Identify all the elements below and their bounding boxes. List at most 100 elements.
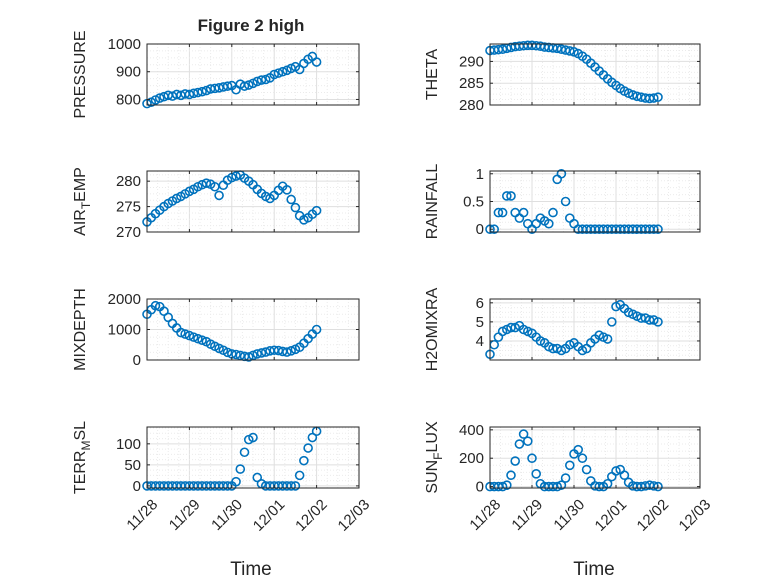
data-point (653, 481, 663, 492)
axes-box (489, 43, 701, 106)
data-point (518, 429, 529, 439)
data-point (506, 191, 516, 201)
data-point (493, 207, 504, 218)
axes-pressure: 800 900 1000 PRESSURE (72, 30, 360, 119)
figure-title: Figure 2 high (198, 16, 305, 35)
y-tick-label: 0 (476, 479, 484, 496)
y-axis-label: THETA (424, 49, 441, 101)
y-tick-label: 1000 (108, 36, 141, 53)
data-point (577, 453, 588, 464)
data-point (243, 352, 254, 362)
data-point (256, 348, 267, 358)
axes-air_temp: 270 275 280 AIRTEMP (72, 167, 360, 241)
data-point (193, 333, 203, 344)
data-point (518, 207, 529, 218)
data-point (506, 470, 516, 481)
data-point (564, 460, 575, 471)
data-point (150, 300, 161, 311)
data-point (239, 81, 250, 91)
data-point (606, 317, 617, 327)
axes-box (489, 426, 701, 489)
axes-box (489, 298, 701, 361)
data-point (299, 455, 309, 466)
data-point (222, 347, 233, 358)
y-tick-label: 290 (459, 53, 484, 70)
y-tick-label: 400 (459, 422, 484, 439)
axes-theta: 280 285 290 THETA (424, 40, 701, 114)
y-tick-label: 0 (133, 352, 141, 369)
data-point (627, 90, 638, 100)
data-point (231, 171, 241, 181)
data-point (188, 332, 199, 342)
y-axis-label: MIXDEPTH (72, 288, 89, 371)
y-tick-label: 200 (459, 450, 484, 467)
data-point (311, 57, 322, 67)
data-point (260, 74, 271, 85)
data-point (243, 80, 254, 90)
y-tick-label: 0.5 (463, 194, 484, 211)
data-point (573, 444, 584, 455)
data-point (197, 335, 207, 345)
data-point (252, 349, 263, 359)
y-tick-label: 280 (116, 173, 141, 190)
x-axis-label-left: Time (230, 559, 272, 580)
y-tick-label: 1000 (108, 322, 141, 339)
y-tick-label: 100 (116, 436, 141, 453)
data-point (193, 87, 203, 98)
data-point (201, 178, 212, 188)
y-tick-label: 900 (116, 64, 141, 81)
data-point (611, 466, 621, 476)
y-tick-label: 270 (116, 224, 141, 241)
data-point (594, 481, 605, 492)
data-point (497, 207, 508, 218)
data-point (273, 68, 284, 78)
data-point (303, 443, 313, 453)
data-point (184, 330, 195, 341)
x-axis-label-right: Time (573, 559, 615, 580)
data-point (256, 75, 267, 85)
data-point (239, 447, 250, 458)
data-point (648, 93, 659, 103)
data-point (269, 69, 280, 80)
y-tick-label: 50 (124, 457, 141, 474)
data-point (176, 327, 186, 338)
data-point (510, 456, 521, 466)
data-point (501, 191, 512, 201)
y-tick-label: 0 (476, 221, 484, 238)
data-point (556, 480, 567, 490)
data-point (581, 464, 592, 475)
axes-mixdepth: 0 1000 2000 MIXDEPTH (72, 288, 360, 371)
data-point (560, 473, 571, 483)
data-point (286, 194, 296, 205)
data-point (531, 469, 542, 479)
data-point (307, 432, 318, 443)
axes-box (146, 43, 360, 106)
data-point (231, 349, 241, 360)
data-point (653, 317, 663, 327)
y-tick-label: 0 (133, 478, 141, 495)
data-point (548, 207, 558, 218)
data-point (527, 453, 537, 464)
data-point (286, 346, 296, 356)
data-point (552, 481, 563, 492)
data-point (311, 324, 322, 335)
data-point (619, 470, 630, 481)
y-tick-label: 1 (476, 166, 484, 183)
data-point (564, 46, 575, 56)
data-point (556, 168, 567, 179)
data-point (252, 472, 263, 483)
data-point (184, 89, 195, 100)
data-point (260, 347, 271, 357)
data-point (653, 224, 663, 235)
data-point (653, 92, 663, 102)
data-point (522, 436, 533, 446)
data-point (197, 86, 207, 97)
y-tick-label: 2000 (108, 291, 141, 308)
data-point (248, 432, 258, 443)
axes-rainfall: 0 0.5 1 RAINFALL (424, 164, 701, 239)
axes-h2omixra: 4 5 6 H2OMIXRA (424, 287, 701, 371)
data-point (180, 329, 190, 339)
data-point (290, 481, 301, 491)
